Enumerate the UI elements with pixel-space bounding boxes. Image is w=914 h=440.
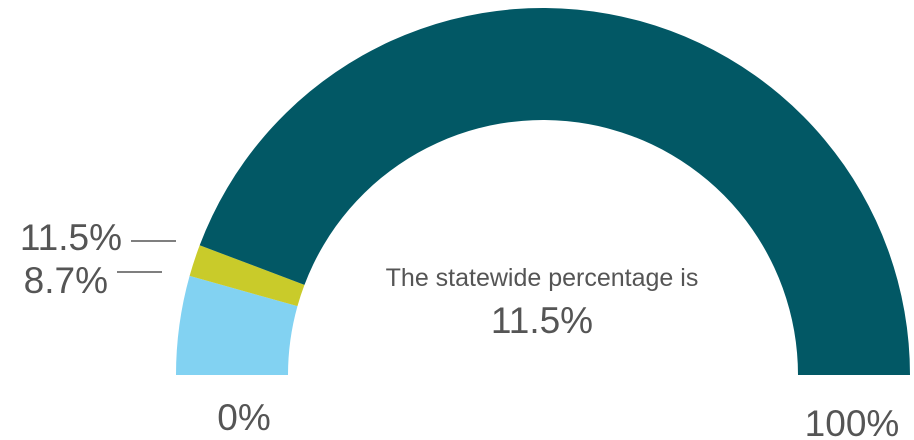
min-label: 0% [217, 397, 270, 438]
gauge-segment-1 [189, 245, 305, 307]
marker-label-8-7: 8.7% [24, 260, 108, 301]
gauge-segment-2 [199, 8, 911, 376]
gauge-segment-0 [176, 275, 298, 375]
gauge-segments [176, 8, 911, 376]
center-value: 11.5% [491, 300, 593, 341]
center-text: The statewide percentage is [386, 264, 699, 292]
marker-label-11-5: 11.5% [20, 217, 122, 258]
max-label: 100% [805, 403, 900, 440]
